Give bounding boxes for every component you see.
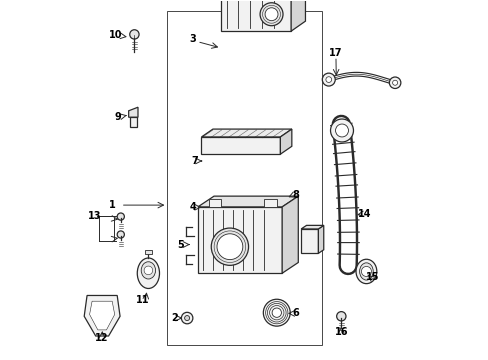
Text: 5: 5: [177, 239, 184, 249]
Circle shape: [322, 73, 335, 86]
Text: 15: 15: [366, 272, 379, 282]
Text: 3: 3: [189, 35, 196, 44]
Bar: [129, 117, 137, 127]
Bar: [301, 229, 318, 253]
Text: 16: 16: [334, 327, 347, 337]
Circle shape: [144, 266, 152, 275]
Bar: [167, 12, 321, 345]
Polygon shape: [301, 225, 323, 229]
Circle shape: [388, 77, 400, 89]
Bar: [201, 137, 280, 154]
Ellipse shape: [359, 263, 372, 280]
Circle shape: [260, 3, 283, 26]
Ellipse shape: [271, 308, 281, 318]
Circle shape: [330, 119, 353, 142]
Polygon shape: [282, 196, 298, 273]
Bar: [198, 207, 282, 273]
Text: 17: 17: [328, 48, 342, 58]
Text: 8: 8: [292, 190, 299, 200]
Circle shape: [325, 77, 331, 82]
Circle shape: [361, 266, 371, 276]
Text: 11: 11: [136, 295, 149, 305]
Text: 13: 13: [88, 211, 101, 221]
Circle shape: [181, 312, 192, 324]
Circle shape: [184, 316, 189, 320]
Ellipse shape: [263, 299, 290, 326]
Text: 4: 4: [189, 202, 196, 212]
Polygon shape: [89, 301, 115, 330]
Text: 1: 1: [108, 200, 115, 210]
Text: 2: 2: [171, 313, 178, 323]
Polygon shape: [280, 129, 291, 154]
Bar: [144, 250, 152, 253]
Text: 6: 6: [292, 309, 299, 318]
Circle shape: [117, 231, 124, 238]
Polygon shape: [198, 196, 298, 207]
Text: 14: 14: [357, 209, 370, 219]
Polygon shape: [290, 0, 305, 31]
Polygon shape: [318, 225, 323, 253]
Polygon shape: [84, 296, 120, 336]
Circle shape: [392, 80, 397, 85]
Circle shape: [264, 8, 277, 21]
Text: 7: 7: [190, 156, 197, 166]
Polygon shape: [201, 129, 291, 137]
Ellipse shape: [141, 262, 155, 279]
Text: 9: 9: [115, 112, 122, 122]
Circle shape: [211, 228, 248, 265]
Polygon shape: [128, 107, 138, 117]
Ellipse shape: [355, 259, 376, 284]
Bar: [264, 199, 276, 207]
Bar: [208, 199, 221, 207]
Circle shape: [335, 124, 348, 137]
Text: 12: 12: [95, 333, 109, 343]
Circle shape: [129, 30, 139, 39]
Circle shape: [217, 234, 243, 260]
Ellipse shape: [137, 258, 159, 288]
Bar: [221, 0, 290, 31]
Circle shape: [117, 213, 124, 220]
Circle shape: [336, 312, 346, 321]
Text: 10: 10: [109, 31, 122, 40]
